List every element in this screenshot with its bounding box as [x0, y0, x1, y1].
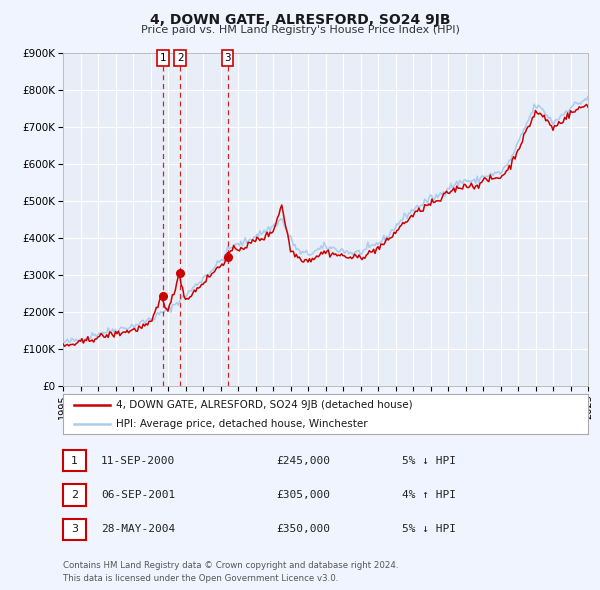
Text: 11-SEP-2000: 11-SEP-2000	[101, 456, 175, 466]
Text: 3: 3	[71, 525, 78, 534]
Text: 2: 2	[71, 490, 78, 500]
Text: 4% ↑ HPI: 4% ↑ HPI	[402, 490, 456, 500]
Text: Contains HM Land Registry data © Crown copyright and database right 2024.
This d: Contains HM Land Registry data © Crown c…	[63, 560, 398, 583]
Text: 1: 1	[160, 53, 166, 63]
Text: Price paid vs. HM Land Registry's House Price Index (HPI): Price paid vs. HM Land Registry's House …	[140, 25, 460, 35]
Text: 3: 3	[224, 53, 231, 63]
Text: £350,000: £350,000	[276, 525, 330, 534]
Text: 4, DOWN GATE, ALRESFORD, SO24 9JB (detached house): 4, DOWN GATE, ALRESFORD, SO24 9JB (detac…	[115, 400, 412, 410]
Text: £245,000: £245,000	[276, 456, 330, 466]
Text: 06-SEP-2001: 06-SEP-2001	[101, 490, 175, 500]
Text: 28-MAY-2004: 28-MAY-2004	[101, 525, 175, 534]
Text: £305,000: £305,000	[276, 490, 330, 500]
Text: 5% ↓ HPI: 5% ↓ HPI	[402, 525, 456, 534]
Text: 2: 2	[177, 53, 184, 63]
Text: 1: 1	[71, 456, 78, 466]
Text: 5% ↓ HPI: 5% ↓ HPI	[402, 456, 456, 466]
Text: 4, DOWN GATE, ALRESFORD, SO24 9JB: 4, DOWN GATE, ALRESFORD, SO24 9JB	[150, 13, 450, 27]
Text: HPI: Average price, detached house, Winchester: HPI: Average price, detached house, Winc…	[115, 419, 367, 428]
